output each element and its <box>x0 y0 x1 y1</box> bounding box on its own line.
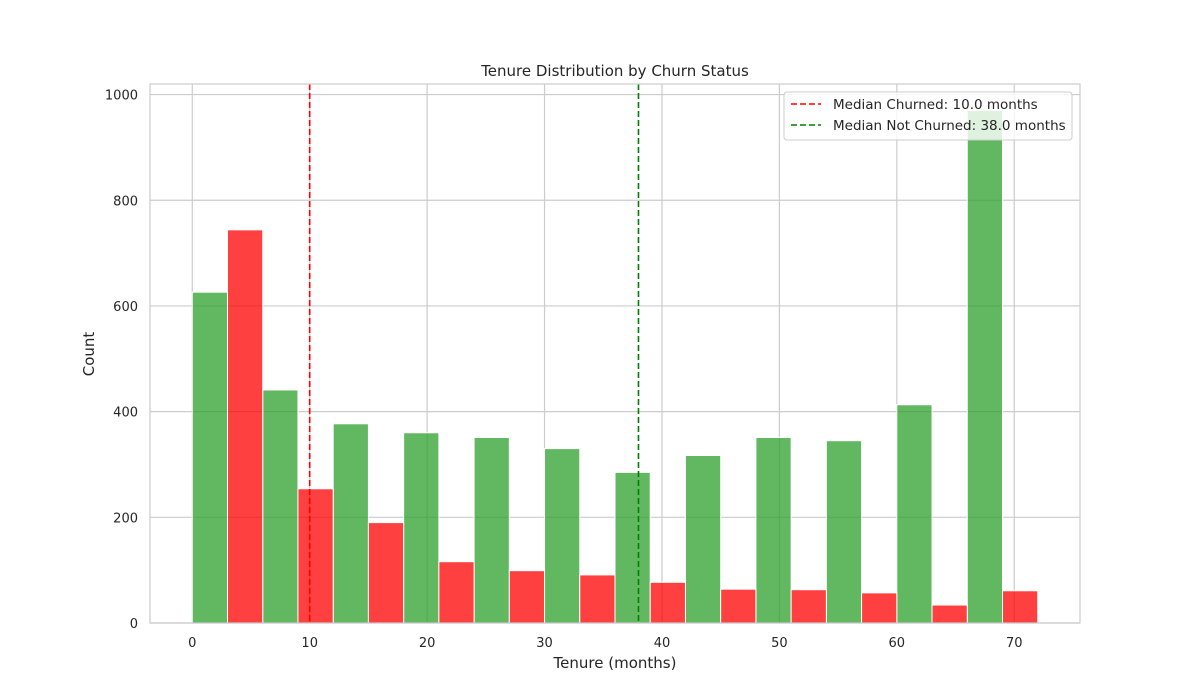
bar-not-churned <box>544 448 581 624</box>
histogram-bars <box>191 109 1039 624</box>
y-tick-label: 1000 <box>105 89 138 104</box>
bar-churned <box>227 229 264 624</box>
x-tick-label: 10 <box>301 636 318 651</box>
y-axis-label: Count <box>80 332 98 377</box>
bar-not-churned <box>262 389 299 624</box>
bar-churned <box>297 488 334 624</box>
legend-box <box>783 91 1073 141</box>
y-tick-label: 0 <box>130 617 138 632</box>
y-tick-label: 800 <box>113 194 138 209</box>
legend-label-median-not-churned: Median Not Churned: 38.0 months <box>833 118 1066 134</box>
bar-churned <box>861 592 898 624</box>
bar-churned <box>367 522 405 624</box>
bar-not-churned <box>755 437 792 624</box>
bar-churned <box>438 561 475 624</box>
x-tick-label: 60 <box>889 636 906 651</box>
y-tick-label: 400 <box>113 406 138 421</box>
plot-frame <box>149 83 1081 624</box>
bar-churned <box>790 589 827 624</box>
y-tick-label: 200 <box>113 511 138 526</box>
legend: Median Churned: 10.0 months Median Not C… <box>783 91 1073 141</box>
x-tick-label: 0 <box>188 636 196 651</box>
bar-churned <box>579 574 616 624</box>
x-tick-label: 50 <box>771 636 788 651</box>
y-tick-label: 600 <box>113 300 138 315</box>
bar-not-churned <box>473 437 510 624</box>
bar-churned <box>931 604 968 624</box>
x-tick-label: 40 <box>654 636 671 651</box>
bar-not-churned <box>403 432 440 624</box>
x-tick-label: 70 <box>1006 636 1023 651</box>
bar-not-churned <box>896 404 933 624</box>
x-tick-label: 30 <box>536 636 553 651</box>
bar-not-churned <box>684 454 722 624</box>
bar-not-churned <box>614 471 651 624</box>
bar-not-churned <box>825 440 863 624</box>
bar-churned <box>1002 590 1039 624</box>
x-axis-label: Tenure (months) <box>553 654 677 672</box>
legend-label-median-churned: Median Churned: 10.0 months <box>833 97 1038 113</box>
bar-not-churned <box>966 109 1003 624</box>
x-tick-label: 20 <box>419 636 436 651</box>
bar-not-churned <box>332 423 369 624</box>
bar-not-churned <box>191 291 228 624</box>
bar-churned <box>649 581 686 624</box>
y-axis-ticks: 0 200 400 600 800 1000 <box>105 89 138 632</box>
bar-churned <box>720 588 757 624</box>
x-axis-ticks: 0 10 20 30 40 50 60 70 <box>188 636 1022 651</box>
bar-churned <box>508 570 546 624</box>
chart-title: Tenure Distribution by Churn Status <box>480 62 749 80</box>
